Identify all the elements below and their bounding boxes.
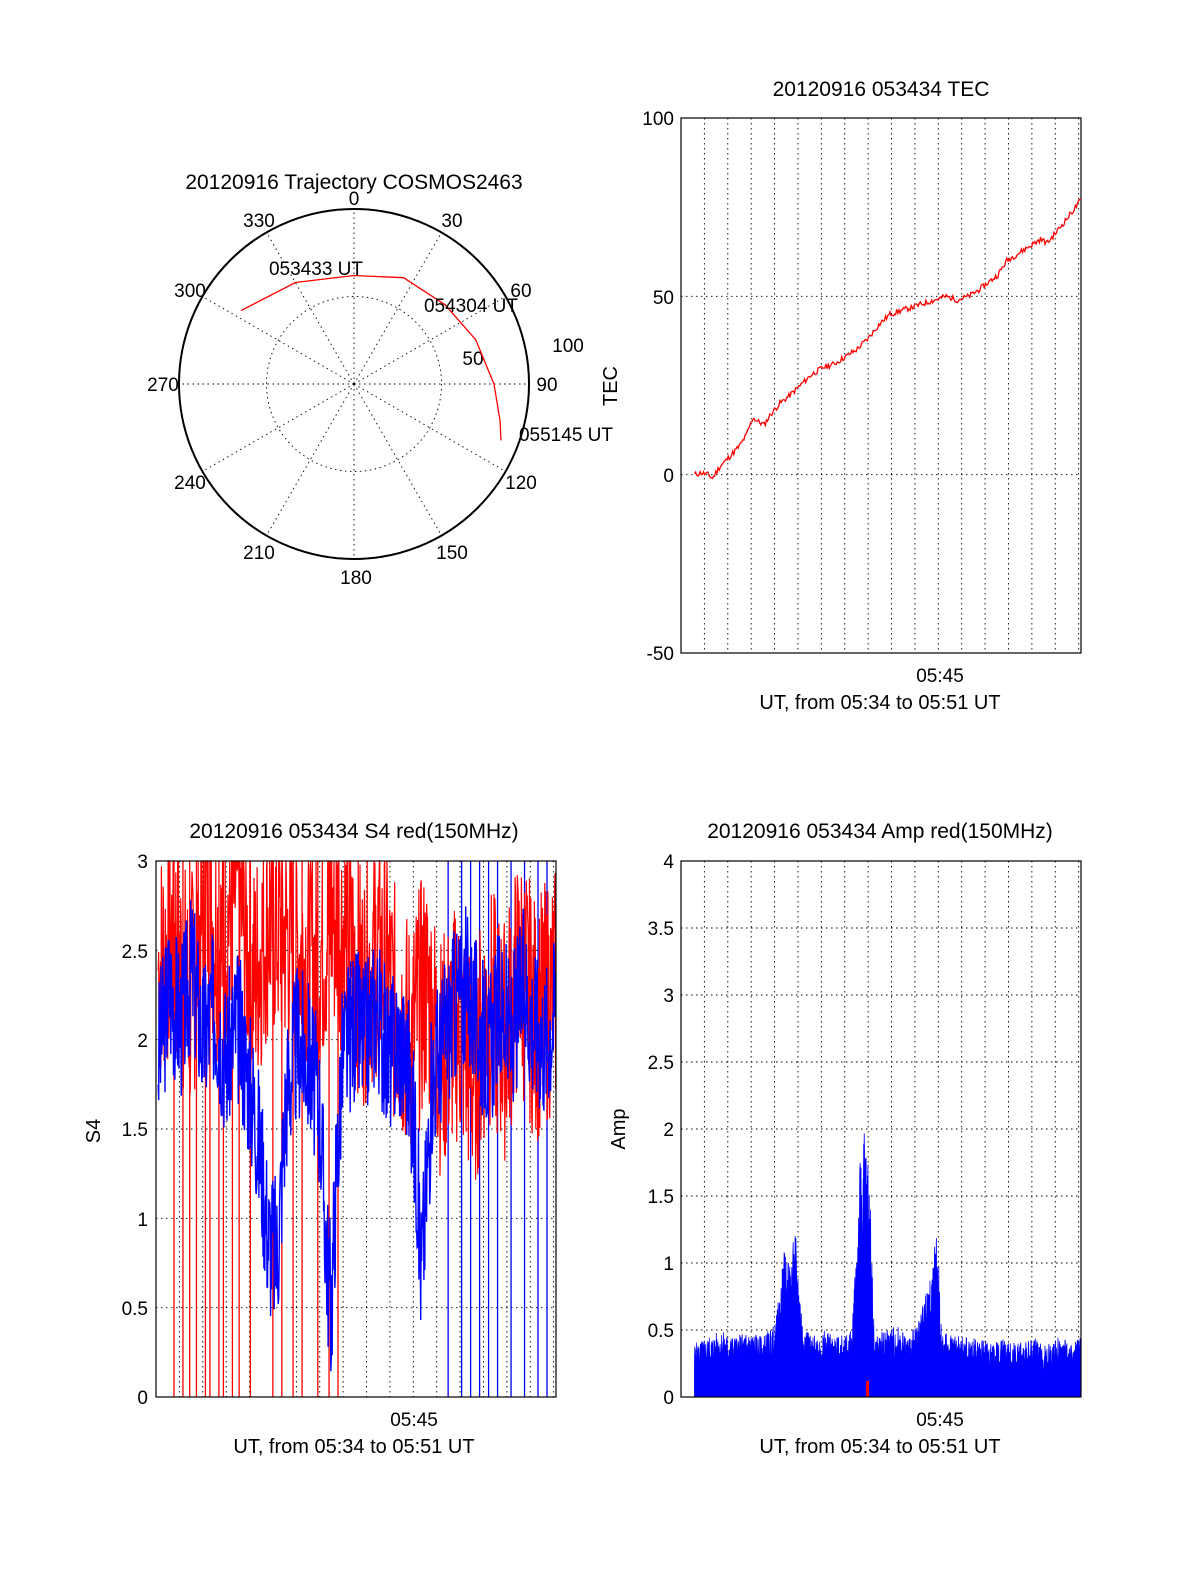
tec-x-axis-label: UT, from 05:34 to 05:51 UT [759,692,1000,714]
s4-y-tick: 0.5 [122,1299,148,1320]
azimuth-label-30: 30 [441,211,462,232]
s4-panel: 20120916 053434 S4 red(150MHz) 0 0.5 1 1… [83,820,557,1458]
trajectory-track-line [240,274,502,441]
s4-plot-frame [155,860,557,1398]
amp-red-bar [866,1380,870,1397]
azimuth-label-270: 270 [147,375,179,396]
amp-x-tick: 05:45 [916,1410,964,1431]
polar-spoke [353,383,506,472]
azimuth-label-120: 120 [505,473,537,494]
azimuth-label-0: 0 [349,189,360,210]
tec-title: 20120916 053434 TEC [773,78,990,101]
amp-y-tick: 2 [663,1120,674,1141]
azimuth-label-210: 210 [243,543,275,564]
s4-y-tick: 0 [137,1388,148,1409]
s4-blue-series-line [157,900,557,1372]
trajectory-time-label-start: 053433 UT [269,259,363,280]
s4-y-tick: 1 [137,1210,148,1231]
polar-tec-label: TEC [600,366,622,406]
azimuth-label-60: 60 [510,281,531,302]
trajectory-time-label-end: 055145 UT [519,425,613,446]
amp-grid [681,861,1081,1397]
radial-label-100: 100 [552,336,584,357]
polar-spoke [353,383,442,536]
s4-y-tick: 3 [137,852,148,873]
polar-outer-ring [178,208,530,560]
polar-spoke [266,383,355,536]
polar-ring [266,296,442,472]
amp-y-tick: 2.5 [648,1053,674,1074]
polar-spoke [353,232,442,385]
amp-y-tick: 1.5 [648,1187,674,1208]
tec-y-tick: 100 [642,109,674,130]
amp-panel: 20120916 053434 Amp red(150MHz) 0 0.5 1 … [608,820,1082,1458]
tec-panel: 20120916 053434 TEC -50 0 50 100 05:45 U… [642,78,1082,714]
amp-red-series [866,1380,870,1397]
s4-y-tick: 1.5 [122,1120,148,1141]
s4-x-tick: 05:45 [390,1410,438,1431]
trajectory-polar-panel: 20120916 Trajectory COSMOS2463 0 30 60 9… [147,171,622,589]
tec-series-line [693,198,1082,480]
polar-spoke [266,232,355,385]
amp-y-tick: 3 [663,986,674,1007]
amp-y-tick: 0.5 [648,1321,674,1342]
azimuth-label-180: 180 [340,568,372,589]
tec-y-tick: 50 [653,288,674,309]
tec-grid [681,118,1081,653]
azimuth-label-240: 240 [174,473,206,494]
amp-x-axis-label: UT, from 05:34 to 05:51 UT [759,1436,1000,1458]
trajectory-title: 20120916 Trajectory COSMOS2463 [185,171,522,194]
tec-plot-frame [680,117,1082,654]
amp-y-tick: 3.5 [648,919,674,940]
amp-y-axis-label: Amp [608,1108,630,1149]
azimuth-label-90: 90 [536,375,557,396]
s4-y-tick: 2 [137,1031,148,1052]
azimuth-label-150: 150 [436,543,468,564]
trajectory-time-label-mid: 054304 UT [424,296,518,317]
azimuth-label-300: 300 [174,281,206,302]
s4-y-tick: 2.5 [122,942,148,963]
s4-y-ticks: 0 0.5 1 1.5 2 2.5 3 [122,852,148,1409]
amp-plot-frame [680,860,1082,1398]
tec-y-tick: 0 [663,466,674,487]
amp-y-ticks: 0 0.5 1 1.5 2 2.5 3 3.5 4 [648,852,675,1409]
s4-title: 20120916 053434 S4 red(150MHz) [189,820,518,843]
s4-y-axis-label: S4 [83,1119,105,1143]
amp-blue-series-fill [694,1133,1082,1398]
tec-y-tick: -50 [647,644,674,665]
polar-spoke [202,383,355,472]
polar-spoke [353,296,506,385]
tec-x-tick: 05:45 [916,666,964,687]
tec-y-ticks: -50 0 50 100 [642,109,674,665]
amp-y-tick: 4 [663,852,674,873]
polar-azimuth-labels: 0 30 60 90 120 150 180 210 240 270 300 3… [147,189,557,589]
azimuth-label-330: 330 [243,211,275,232]
amp-title: 20120916 053434 Amp red(150MHz) [707,820,1053,843]
amp-y-tick: 1 [663,1254,674,1275]
radial-label-50: 50 [462,349,483,370]
polar-spoke [202,296,355,385]
amp-y-tick: 0 [663,1388,674,1409]
s4-x-axis-label: UT, from 05:34 to 05:51 UT [233,1436,474,1458]
trajectory-annotations: 053433 UT 054304 UT 055145 UT [269,259,613,446]
